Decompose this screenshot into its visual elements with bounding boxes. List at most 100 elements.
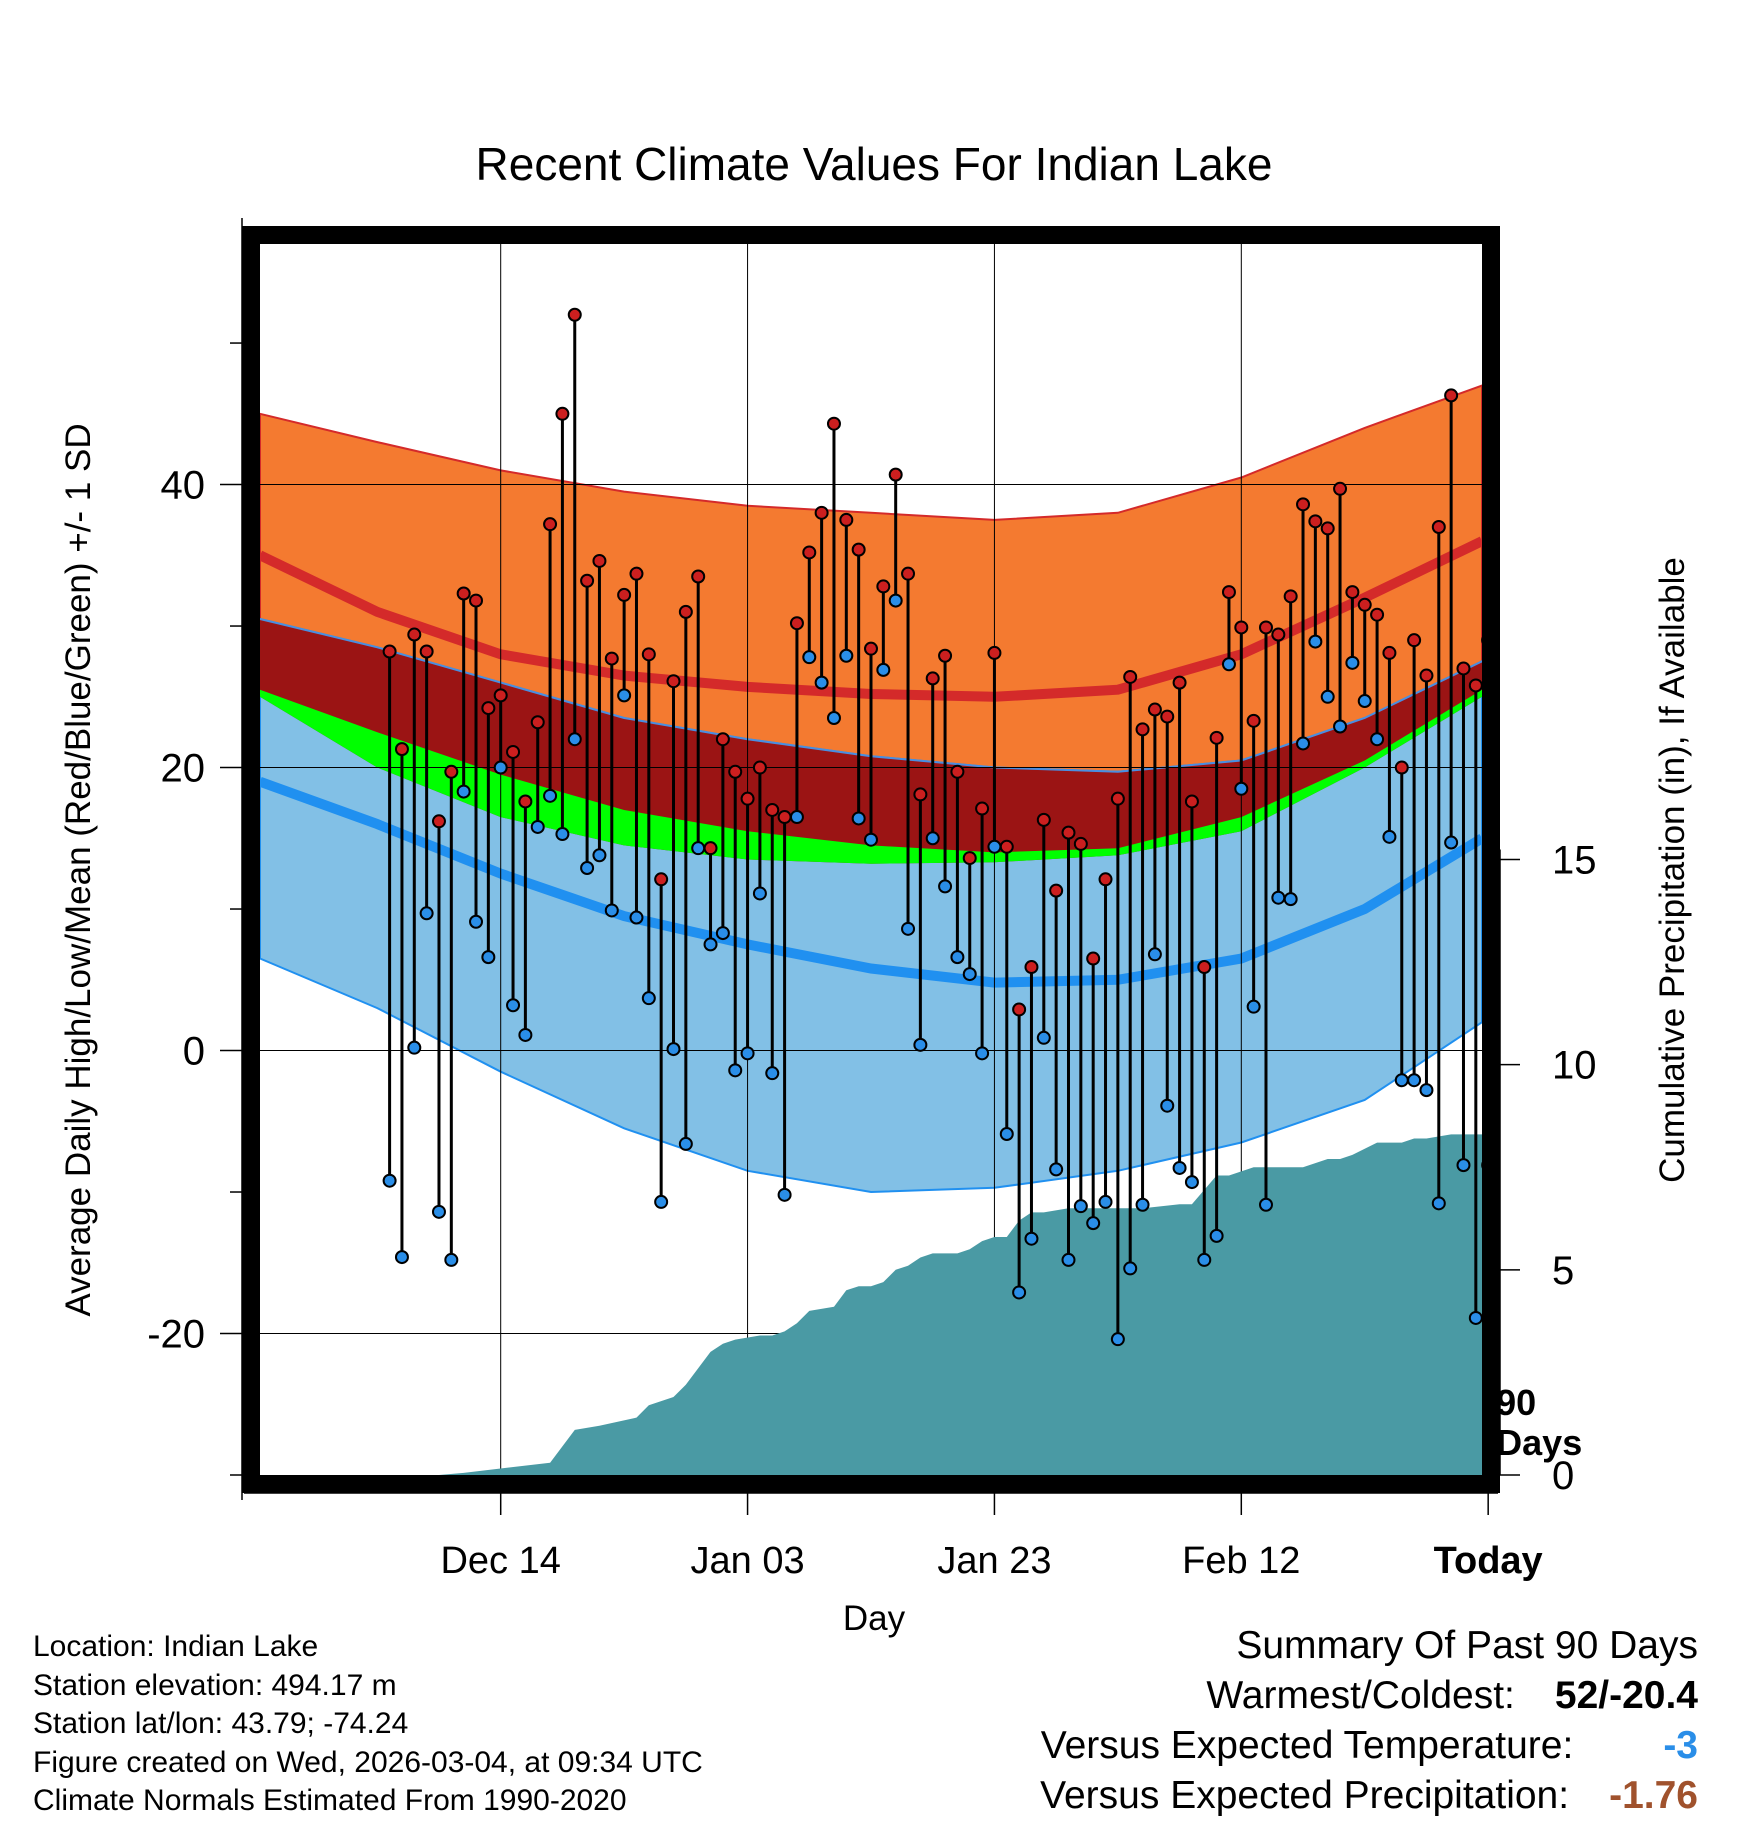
daily-stems	[388, 314, 1490, 1340]
daily-low-point	[913, 1037, 928, 1052]
summary-title-text: Summary Of Past 90 Days	[1236, 1624, 1698, 1667]
daily-high-point	[691, 569, 706, 584]
daily-low-point	[394, 1250, 409, 1265]
daily-high-point	[864, 641, 878, 656]
daily-low-point	[469, 914, 484, 929]
y-tick-label: 40	[161, 464, 206, 508]
daily-high-point	[950, 764, 965, 779]
daily-low-point	[1431, 1196, 1446, 1211]
daily-low-point	[1197, 1252, 1212, 1267]
plot-frame	[242, 226, 1500, 1493]
daily-low-point	[481, 950, 496, 965]
daily-low-point	[1357, 694, 1372, 709]
daily-low-point	[987, 839, 1002, 854]
daily-low-point	[839, 648, 854, 663]
daily-low-point	[1283, 892, 1298, 907]
daily-high-point	[703, 841, 718, 856]
daily-low-point	[1172, 1160, 1187, 1175]
daily-high-point	[530, 715, 545, 730]
daily-high-point	[1086, 951, 1101, 966]
daily-high-point	[987, 645, 1002, 660]
y-tick-label: 0	[183, 1030, 205, 1074]
daily-high-point	[901, 566, 916, 581]
daily-high-point	[728, 764, 743, 779]
daily-high-point	[1407, 633, 1422, 648]
daily-low-point	[543, 788, 558, 803]
daily-low-point	[1258, 1197, 1273, 1212]
normals-text: Climate Normals Estimated From 1990-2020	[33, 1784, 627, 1817]
daily-low-point	[518, 1027, 533, 1042]
y2-tick-label: 15	[1552, 839, 1597, 883]
daily-low-point	[999, 1126, 1014, 1141]
daily-high-point	[1283, 589, 1298, 604]
daily-high-point	[543, 517, 558, 532]
daily-high-point	[962, 851, 977, 866]
daily-low-point	[678, 1136, 693, 1151]
daily-low-point	[1419, 1083, 1434, 1098]
daily-high-point	[1147, 702, 1162, 717]
summary-precipitation: Versus Expected Precipitation: -1.76	[1040, 1774, 1698, 1824]
daily-low-point	[1370, 732, 1385, 747]
daily-low-point	[617, 688, 632, 703]
daily-low-point	[1110, 1332, 1125, 1347]
daily-low-point	[1345, 655, 1360, 670]
daily-low-point	[1271, 890, 1286, 905]
x-tick-label: Today	[1434, 1540, 1543, 1582]
daily-low-point	[691, 841, 706, 856]
daily-low-point	[1333, 719, 1348, 734]
daily-high-point	[493, 688, 508, 703]
daily-high-point	[1234, 620, 1249, 635]
daily-high-point	[1098, 872, 1113, 887]
daily-low-point	[1308, 634, 1323, 649]
daily-high-point	[419, 644, 434, 659]
daily-low-point	[1086, 1216, 1101, 1231]
daily-high-point	[666, 674, 681, 689]
daily-high-point	[617, 587, 632, 602]
daily-low-point	[1394, 1073, 1409, 1088]
daily-high-point	[999, 839, 1014, 854]
daily-high-point	[518, 794, 533, 809]
daily-high-point	[1357, 597, 1372, 612]
daily-high-point	[678, 604, 693, 619]
location-text: Location: Indian Lake	[33, 1630, 319, 1663]
daily-high-point	[506, 744, 521, 759]
daily-low-point	[555, 827, 570, 842]
daily-high-point	[604, 651, 619, 666]
daily-low-point	[752, 886, 767, 901]
daily-high-point	[1246, 713, 1261, 728]
daily-high-point	[1024, 960, 1039, 975]
daily-high-point	[456, 586, 471, 601]
daily-low-point	[654, 1194, 669, 1209]
daily-low-point	[901, 921, 916, 936]
daily-low-point	[1234, 781, 1249, 796]
daily-low-point	[1468, 1310, 1483, 1325]
daily-low-point	[456, 784, 471, 799]
daily-low-point	[1407, 1073, 1422, 1088]
daily-high-point	[1049, 883, 1064, 898]
daily-high-point	[1160, 709, 1175, 724]
daily-high-point	[1382, 645, 1397, 660]
period-label-days: Days	[1496, 1422, 1582, 1463]
daily-high-point	[629, 566, 644, 581]
daily-low-point	[802, 650, 817, 665]
mean-normal-line	[260, 689, 1482, 864]
y2-tick-label: 0	[1552, 1454, 1574, 1498]
daily-high-point	[382, 644, 397, 659]
daily-low-point	[1147, 947, 1162, 962]
daily-low-point	[962, 967, 977, 982]
daily-low-point	[444, 1252, 459, 1267]
precip-label: Versus Expected Precipitation:	[1040, 1774, 1570, 1817]
daily-high-point	[925, 671, 940, 686]
daily-high-point	[1258, 620, 1273, 635]
summary-panel: Summary Of Past 90 Days Warmest/Coldest:…	[1040, 1624, 1698, 1824]
daily-low-point	[740, 1046, 755, 1061]
daily-low-point	[1246, 999, 1261, 1014]
daily-low-point	[888, 593, 903, 608]
daily-high-point	[1345, 585, 1360, 600]
daily-low-point	[1209, 1228, 1224, 1243]
daily-low-point	[1123, 1261, 1138, 1276]
daily-high-point	[1394, 760, 1409, 775]
daily-low-point	[1444, 835, 1459, 850]
daily-high-point	[777, 810, 792, 825]
